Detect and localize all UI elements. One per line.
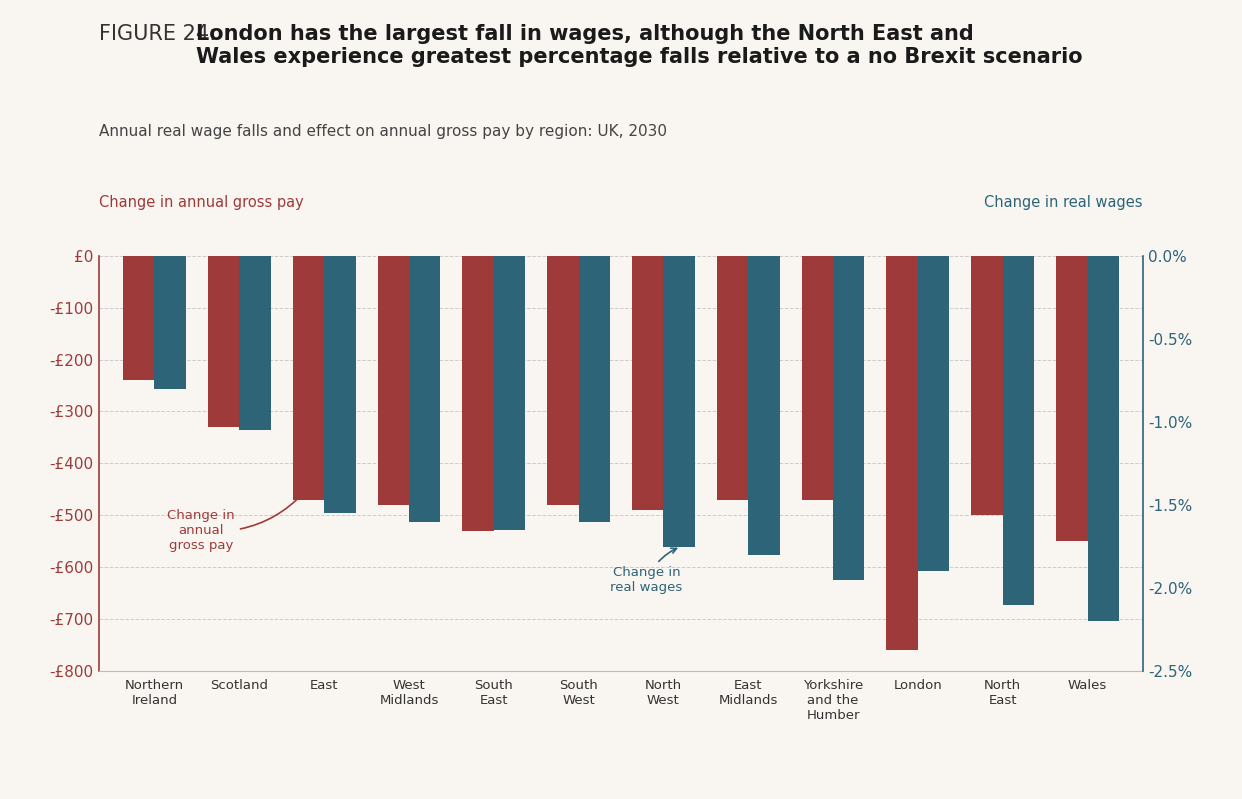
- Bar: [409, 256, 441, 522]
- Bar: [548, 256, 579, 505]
- Bar: [1056, 256, 1088, 542]
- Text: Change in
annual
gross pay: Change in annual gross pay: [168, 493, 303, 552]
- Bar: [632, 256, 663, 510]
- Bar: [663, 256, 694, 547]
- Bar: [748, 256, 780, 555]
- Bar: [378, 256, 409, 505]
- Bar: [887, 256, 918, 650]
- Bar: [918, 256, 949, 571]
- Bar: [494, 256, 525, 530]
- Bar: [801, 256, 833, 500]
- Bar: [240, 256, 271, 430]
- Bar: [324, 256, 355, 513]
- Bar: [833, 256, 864, 580]
- Bar: [123, 256, 154, 380]
- Bar: [1002, 256, 1035, 605]
- Text: London has the largest fall in wages, although the North East and
Wales experien: London has the largest fall in wages, al…: [196, 24, 1082, 67]
- Bar: [579, 256, 610, 522]
- Bar: [154, 256, 186, 388]
- Bar: [293, 256, 324, 500]
- Text: Change in annual gross pay: Change in annual gross pay: [99, 195, 304, 210]
- Bar: [462, 256, 494, 531]
- Bar: [207, 256, 240, 427]
- Bar: [717, 256, 748, 500]
- Bar: [1088, 256, 1119, 622]
- Text: Annual real wage falls and effect on annual gross pay by region: UK, 2030: Annual real wage falls and effect on ann…: [99, 124, 667, 139]
- Text: Change in
real wages: Change in real wages: [610, 548, 683, 594]
- Text: Change in real wages: Change in real wages: [984, 195, 1143, 210]
- Bar: [971, 256, 1002, 515]
- Text: FIGURE 24:: FIGURE 24:: [99, 24, 224, 44]
